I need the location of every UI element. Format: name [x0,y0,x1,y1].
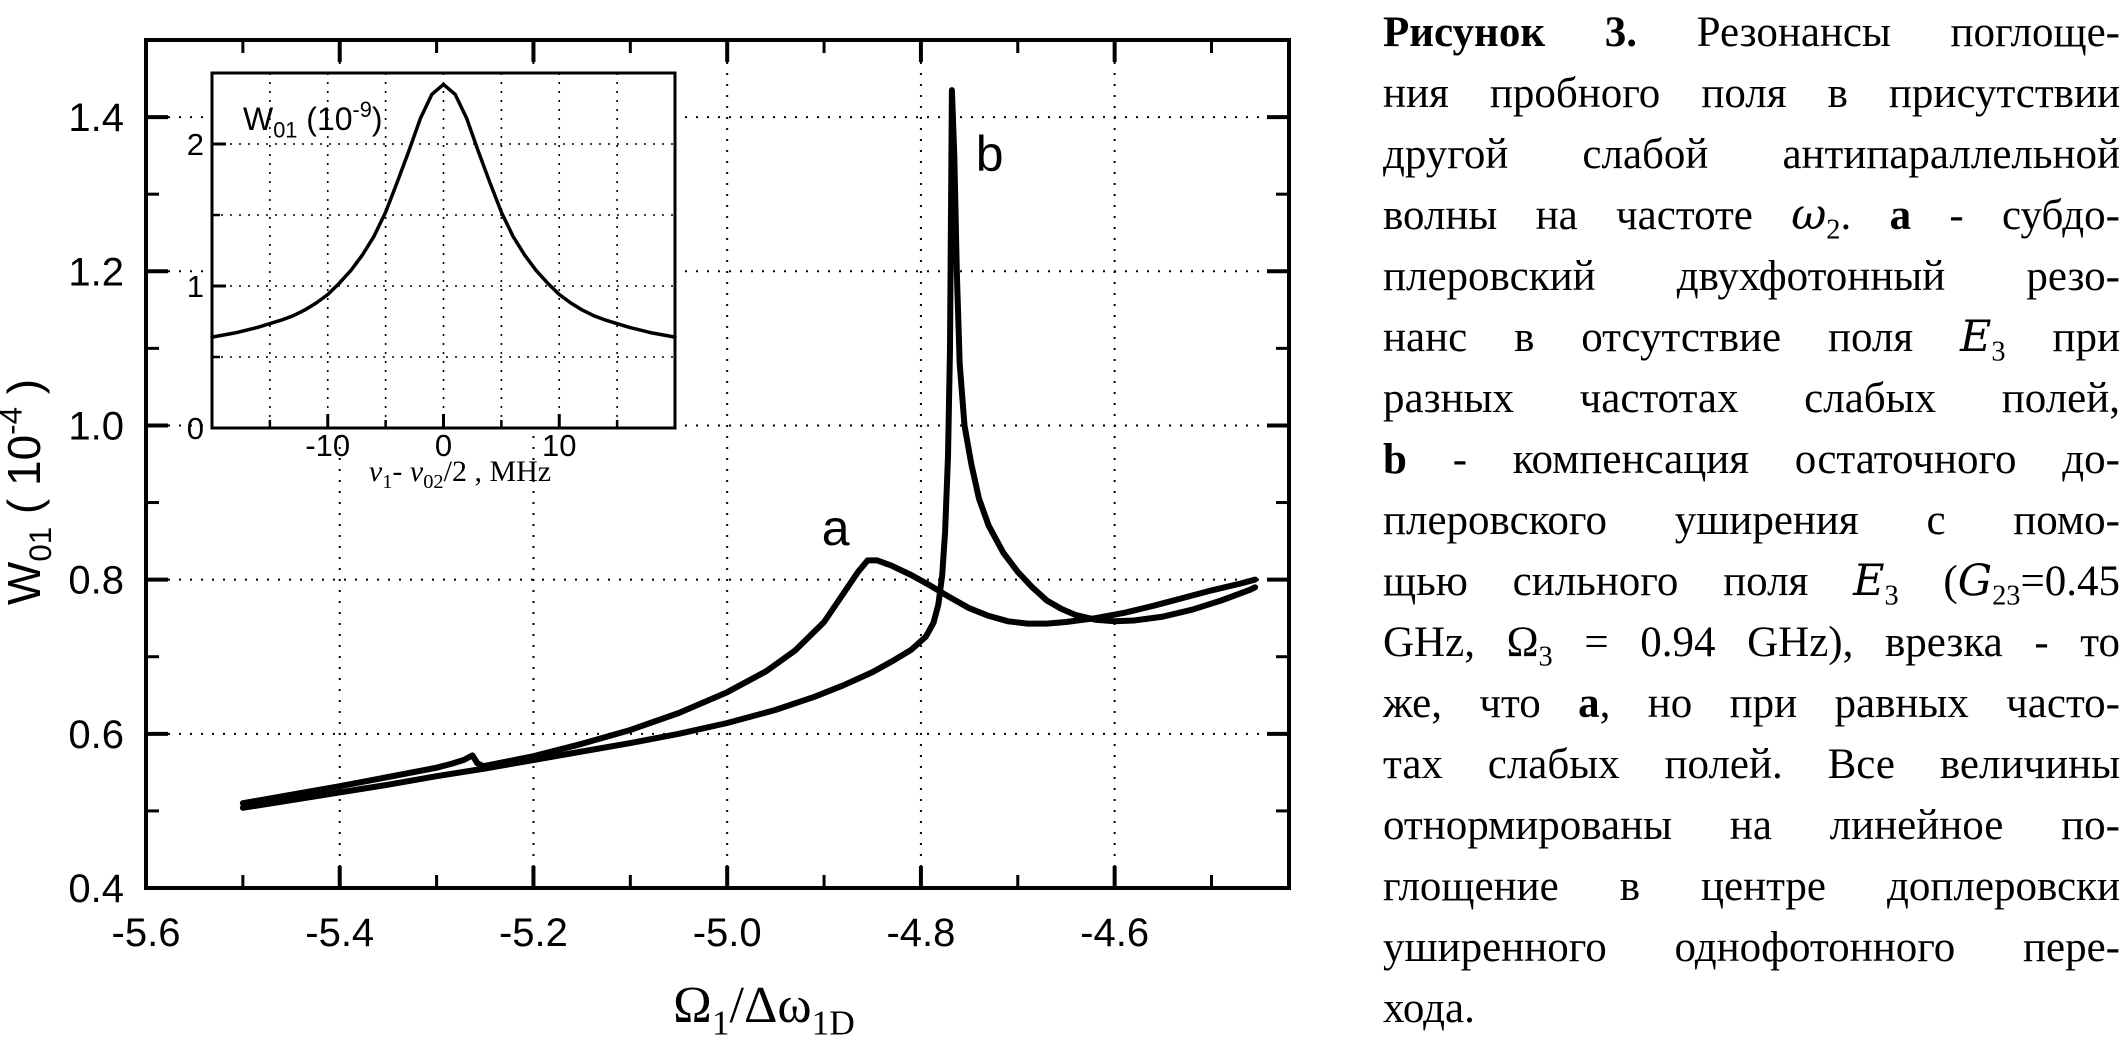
caption-run: 3 [1538,641,1553,673]
inset-x-tick-label: 0 [435,428,452,463]
caption-run: 2 [1826,214,1841,246]
inset-y-tick-label: 2 [187,127,204,162]
x-tick-label: -4.8 [886,911,955,955]
curve-b-label: b [976,126,1004,182]
caption-line: нанс в отсутствие поля E3 при [1383,307,2120,368]
y-tick-label: 1.4 [68,96,124,140]
caption-run: при [2005,314,2120,361]
caption-run: уширенного однофотонного пере- [1383,924,2120,971]
caption-run: b [1383,436,1407,483]
caption-run: тах слабых полей. Все величины [1383,741,2120,788]
main-plot: -5.6 -5.4 -5.2 -5.0 -4.8 -4.6 0.4 0.6 0.8 1.0 1.2 1… [0,38,1291,1042]
caption-run: плеровского уширения с помо- [1383,497,2120,544]
caption-line: Рисунок 3. Резонансы поглоще- [1383,2,2120,63]
caption-run: 3 [1884,580,1899,612]
caption-line: плеровского уширения с помо- [1383,490,2120,551]
caption-run: ния пробного поля в присутствии [1383,70,2120,117]
caption-line: хода. [1383,978,2120,1039]
main-y-axis-label: W01 ( 10-4 ) [0,379,58,605]
curve-a [239,557,1259,807]
caption-run: a [1578,680,1600,727]
inset-x-axis-label: ν1- ν02/2 , MHz [369,455,551,493]
caption-line: щью сильного поля E3 (G23=0.45 [1383,551,2120,612]
caption-line: плеровский двухфотонный резо- [1383,246,2120,307]
caption-run: - субдо- [1911,192,2120,239]
main-axes-frame [144,38,1291,890]
caption-run: , но при равных часто- [1599,680,2120,727]
caption-line: волны на частоте ω2. a - субдо- [1383,185,2120,246]
caption-line: уширенного однофотонного пере- [1383,917,2120,978]
caption-run: волны на частоте [1383,192,1792,239]
figure-3: -5.6 -5.4 -5.2 -5.0 -4.8 -4.6 0.4 0.6 0.8 1.0 1.2 1… [0,38,1291,1042]
inset-x-tick-label: 10 [542,428,576,463]
caption-run: щью сильного поля [1383,558,1854,605]
x-tick-label: -5.4 [305,911,374,955]
main-ticks [144,40,1289,890]
caption-run: разных частотах слабых полей, [1383,375,2120,422]
figure-caption: Рисунок 3. Резонансы поглоще-ния пробног… [1383,2,2120,1039]
caption-run: глощение в центре доплеровски [1383,863,2120,910]
caption-run: =0.45 [2020,558,2120,605]
caption-run: GHz, Ω [1383,619,1539,666]
x-tick-label: -5.6 [112,911,181,955]
x-tick-label: -5.0 [693,911,762,955]
inset-inner-label: W01 (10-9) [243,97,383,142]
caption-line: же, что a, но при равных часто- [1383,673,2120,734]
caption-line: другой слабой антипараллельной [1383,124,2120,185]
inset-x-tick-label: -10 [305,428,350,463]
y-tick-label: 0.8 [68,559,124,603]
inset-plot: -10 0 10 0 1 2 W01 (10-9) ν1- ν02/2 , MHz [187,71,677,493]
caption-run: плеровский двухфотонный резо- [1383,253,2120,300]
caption-run: = 0.94 GHz), врезка - то [1552,619,2120,666]
inset-ticks [212,142,619,430]
inset-curve [210,82,677,339]
caption-run: a [1889,192,1912,239]
y-tick-label: 0.4 [68,867,124,911]
x-tick-label: -4.6 [1080,911,1149,955]
caption-run: ( [1898,558,1958,605]
curve-b [239,87,1259,811]
y-tick-label: 1.2 [68,250,124,294]
caption-run: . [1840,192,1890,239]
caption-line: тах слабых полей. Все величины [1383,734,2120,795]
caption-run: нанс в отсутствие поля [1383,314,1961,361]
curve-a-label: a [822,500,850,556]
caption-line: ния пробного поля в присутствии [1383,63,2120,124]
main-x-axis-label: Ω1/Δω1D [673,977,855,1042]
caption-line: b - компенсация остаточного до- [1383,429,2120,490]
caption-run: хода. [1383,985,1475,1032]
caption-run: другой слабой антипараллельной [1383,131,2120,178]
caption-line: разных частотах слабых полей, [1383,368,2120,429]
caption-line: отнормированы на линейное по- [1383,795,2120,856]
figure-3-plot-canvas: -5.6 -5.4 -5.2 -5.0 -4.8 -4.6 0.4 0.6 0.8 1.0 1.2 1… [0,38,1291,1042]
inset-y-tick-label: 1 [187,269,204,304]
caption-run: отнормированы на линейное по- [1383,802,2120,849]
caption-run: E [1853,556,1885,606]
caption-run: же, что [1383,680,1579,727]
caption-run: G [1957,556,1993,606]
y-tick-label: 0.6 [68,713,124,757]
caption-run: - компенсация остаточного до- [1406,436,2120,483]
caption-line: глощение в центре доплеровски [1383,856,2120,917]
caption-run: Рисунок 3. [1383,9,1637,56]
y-tick-label: 1.0 [68,404,124,448]
caption-run: E [1960,312,1992,362]
caption-run: 23 [1992,580,2021,612]
caption-run: Резонансы поглоще- [1637,9,2120,56]
inset-y-tick-label: 0 [187,411,204,446]
x-tick-label: -5.2 [499,911,568,955]
caption-line: GHz, Ω3 = 0.94 GHz), врезка - то [1383,612,2120,673]
caption-run: ω [1791,190,1827,240]
caption-run: 3 [1991,336,2006,368]
